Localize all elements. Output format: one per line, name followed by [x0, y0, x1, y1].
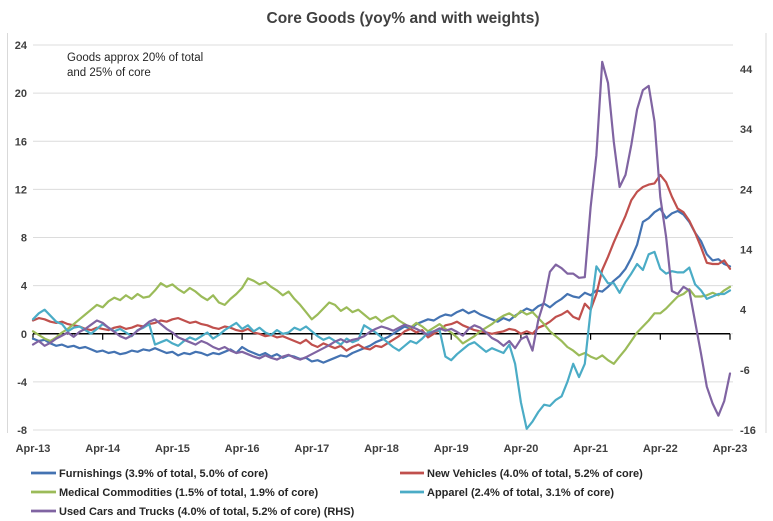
- x-axis-label: Apr-15: [155, 443, 190, 455]
- y-axis-right-label: 4: [740, 305, 747, 317]
- x-axis-label: Apr-13: [16, 443, 51, 455]
- series-line-medical-commodities: [31, 277, 732, 365]
- legend: Furnishings (3.9% of total, 5.0% of core…: [31, 468, 643, 518]
- y-axis-left-label: 12: [15, 184, 27, 196]
- chart-title: Core Goods (yoy% and with weights): [267, 10, 540, 27]
- series-line-used-cars: [31, 60, 732, 417]
- x-axis-label: Apr-23: [713, 443, 748, 455]
- x-axis-label: Apr-14: [85, 443, 121, 455]
- legend-label-used-cars: Used Cars and Trucks (4.0% of total, 5.2…: [59, 506, 355, 518]
- y-axis-left-label: 20: [15, 88, 27, 100]
- x-axis-label: Apr-18: [364, 443, 399, 455]
- y-axis-right-label: 14: [740, 245, 753, 257]
- y-axis-right-label: -16: [740, 425, 756, 437]
- series-line-furnishings: [31, 207, 732, 364]
- y-axis-left-label: 8: [21, 233, 27, 245]
- y-axis-right-label: 44: [740, 64, 753, 76]
- annotation-line-1: Goods approx 20% of total: [67, 52, 203, 64]
- legend-label-furnishings: Furnishings (3.9% of total, 5.0% of core…: [59, 468, 268, 480]
- gridlines: [33, 44, 733, 431]
- y-axis-left-label: -8: [17, 425, 27, 437]
- series-lines: [31, 60, 732, 430]
- y-axis-right-label: -6: [740, 365, 750, 377]
- y-axis-right-label: 24: [740, 184, 753, 196]
- y-axis-right-label: 34: [740, 124, 753, 136]
- x-axis-label: Apr-17: [294, 443, 329, 455]
- legend-label-medical-commodities: Medical Commodities (1.5% of total, 1.9%…: [59, 487, 318, 499]
- x-axis-label: Apr-16: [225, 443, 260, 455]
- y-axis-left-label: 4: [21, 281, 28, 293]
- x-axis-label: Apr-21: [573, 443, 608, 455]
- axis-labels: 24 20 16 12 8 4 0 -4 -8 44 34 24 14 4 -6 -16 Apr-13 Apr-1…: [15, 40, 756, 455]
- x-axis-label: Apr-20: [503, 443, 538, 455]
- y-axis-left-label: 0: [21, 329, 27, 341]
- y-axis-left-label: 24: [15, 40, 28, 52]
- series-line-apparel: [31, 250, 732, 430]
- x-axis-label: Apr-22: [643, 443, 678, 455]
- series-line-new-vehicles: [31, 173, 732, 352]
- y-axis-left-label: -4: [17, 377, 28, 389]
- annotation-line-2: and 25% of core: [67, 67, 151, 79]
- x-axis-label: Apr-19: [434, 443, 469, 455]
- legend-label-new-vehicles: New Vehicles (4.0% of total, 5.2% of cor…: [427, 468, 643, 480]
- y-axis-left-label: 16: [15, 136, 27, 148]
- legend-label-apparel: Apparel (2.4% of total, 3.1% of core): [427, 487, 614, 499]
